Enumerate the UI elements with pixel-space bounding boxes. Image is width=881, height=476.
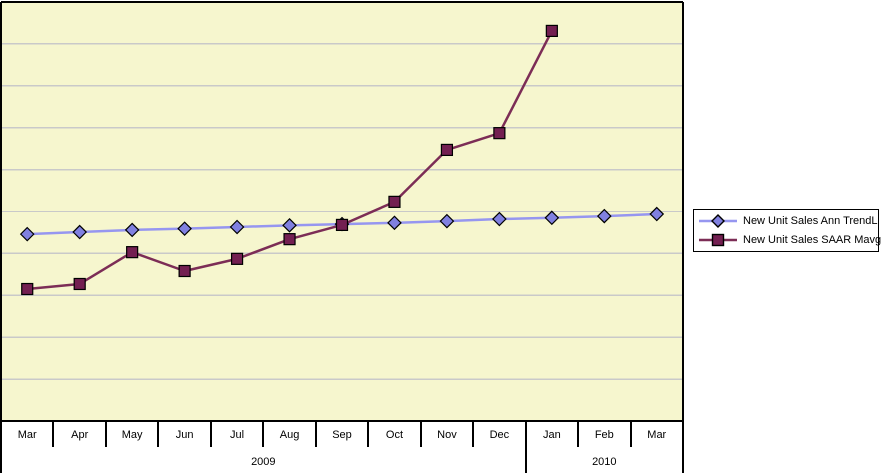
month-label: Nov [437,429,457,441]
square-marker-icon [126,246,139,259]
square-marker-icon [711,233,725,247]
diamond-marker-icon [229,219,245,235]
mavg-series-swatch-icon [699,233,737,247]
legend-item-saar-mavg: New Unit Sales SAAR Mavg [699,232,881,249]
month-label: Mar [18,429,37,441]
month-label: May [122,429,143,441]
plot-border [0,1,684,473]
month-label: Apr [71,429,88,441]
square-marker-icon [388,195,401,208]
month-label: Oct [386,429,403,441]
square-marker-icon [230,252,244,265]
diamond-marker-icon [649,206,665,222]
legend-item-ann-trendl: New Unit Sales Ann TrendL [699,213,878,230]
diamond-marker-icon [387,215,402,231]
square-marker-icon [545,24,558,38]
square-marker-icon [440,143,454,157]
square-marker-icon [21,282,34,296]
chart-legend: New Unit Sales Ann TrendL New Unit Sales… [693,209,881,252]
month-label: Feb [595,429,614,441]
diamond-marker-icon [282,217,297,233]
month-label: Aug [280,429,300,441]
legend-label-ann-trendl: New Unit Sales Ann TrendL [743,215,878,227]
diamond-marker-icon [596,208,612,224]
diamond-marker-icon [177,221,192,237]
diamond-marker-icon [439,213,455,229]
year-label: 2009 [251,456,275,468]
month-label: Mar [647,429,666,441]
diamond-marker-icon [124,222,140,238]
square-marker-icon [493,127,506,140]
diamond-marker-icon [19,226,35,242]
trendl-series-swatch-icon [699,214,737,228]
year-label: 2010 [592,456,616,468]
diamond-marker-icon [72,224,88,240]
month-label: Dec [490,429,510,441]
month-label: Sep [332,429,352,441]
legend-label-saar-mavg: New Unit Sales SAAR Mavg [743,234,881,246]
month-label: Jun [176,429,194,441]
square-marker-icon [178,264,191,278]
square-marker-icon [335,218,349,232]
diamond-marker-icon [544,210,560,226]
month-label: Jul [230,429,244,441]
diamond-marker-icon [492,211,507,227]
square-marker-icon [73,277,86,291]
series-saar-mavg [21,24,558,296]
square-marker-icon [283,233,296,246]
diamond-marker-icon [711,214,725,228]
month-ticks [52,421,632,447]
month-label: Jan [543,429,561,441]
